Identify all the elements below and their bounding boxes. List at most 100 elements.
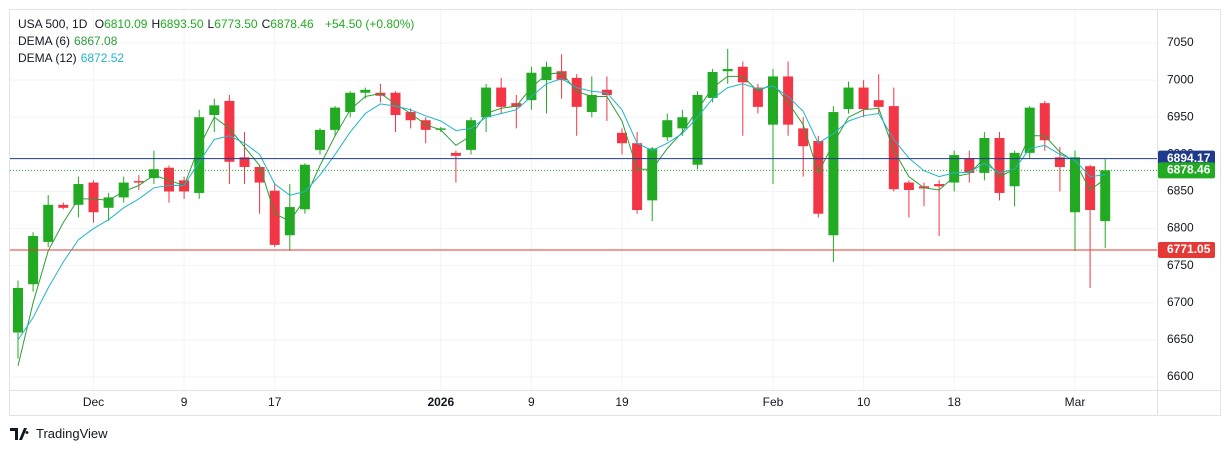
- candle-body: [315, 129, 325, 150]
- symbol: USA 500, 1D: [18, 17, 88, 31]
- candle-body: [888, 106, 899, 190]
- candle-body: [858, 87, 869, 110]
- ohlc-value: 6773.50: [214, 17, 258, 31]
- y-tick-label: 6650: [1167, 332, 1194, 346]
- candle-body: [13, 287, 23, 333]
- change: +54.50 (+0.80%): [325, 17, 415, 31]
- candle-body: [224, 100, 235, 162]
- x-tick-label: 9: [181, 395, 188, 409]
- candle-body: [254, 166, 265, 183]
- legend-row: USA 500, 1D O6810.09 H6893.50 L6773.50 C687…: [18, 16, 418, 33]
- candle-body: [1054, 157, 1065, 167]
- candle-body: [768, 76, 778, 125]
- x-tick-label: Feb: [763, 395, 784, 409]
- y-tick-label: 7000: [1167, 72, 1194, 86]
- candle-body: [1100, 170, 1111, 222]
- candle-body: [617, 132, 627, 144]
- candle-body: [239, 157, 250, 167]
- candle-body: [58, 204, 69, 208]
- y-tick-label: 6950: [1167, 109, 1194, 123]
- candle-body: [299, 164, 310, 210]
- candle-body: [375, 92, 386, 96]
- candle-body: [632, 143, 643, 211]
- candle-body: [677, 117, 688, 129]
- legend-label: DEMA (12): [18, 51, 77, 65]
- candle-body: [103, 197, 114, 208]
- candle-body: [28, 235, 39, 285]
- candle-body: [405, 112, 416, 121]
- candle-body: [496, 87, 507, 107]
- price-label: 6894.17: [1167, 151, 1211, 165]
- candle-body: [662, 120, 673, 138]
- candle-body: [133, 181, 144, 183]
- candle-body: [148, 169, 159, 179]
- x-tick-label: 9: [528, 395, 535, 409]
- price-label-bg: [1158, 162, 1215, 179]
- candle-body: [949, 155, 960, 183]
- candle-body: [556, 71, 567, 81]
- chart-frame: [9, 9, 1221, 416]
- branding: TradingView: [10, 426, 108, 441]
- ohlc-value: 6893.50: [160, 17, 204, 31]
- x-tick-label: Mar: [1065, 395, 1086, 409]
- brand-name: TradingView: [36, 426, 108, 441]
- ohlc-key: H: [151, 17, 161, 31]
- y-tick-label: 7050: [1167, 35, 1194, 49]
- candle-body: [194, 117, 205, 193]
- candle-body: [571, 77, 582, 107]
- candle-body: [722, 69, 733, 72]
- ohlc-value: 6878.46: [270, 17, 314, 31]
- candle-body: [813, 140, 824, 214]
- candle-body: [934, 184, 945, 187]
- candle-body: [435, 128, 446, 130]
- candle-body: [692, 94, 703, 165]
- grid: [10, 10, 1157, 390]
- logo: [10, 427, 29, 440]
- candle-body: [994, 138, 1005, 193]
- candle-body: [511, 103, 522, 107]
- candle-body: [707, 71, 718, 98]
- candle-body: [828, 112, 839, 236]
- candle-body: [798, 128, 809, 147]
- x-tick-label: 10: [857, 395, 871, 409]
- legend-row: DEMA (6) 6867.08: [18, 33, 418, 50]
- candle-body: [450, 152, 461, 156]
- candle-body: [1070, 157, 1080, 213]
- y-tick-label: 6750: [1167, 258, 1194, 272]
- x-tick-label: 2026: [427, 395, 454, 409]
- candle-body: [1024, 107, 1035, 153]
- ohlc-key: O: [94, 17, 105, 31]
- candle-body: [1039, 103, 1050, 141]
- ohlc-key: L: [207, 17, 215, 31]
- candle-body: [481, 87, 492, 118]
- candle-body: [873, 100, 884, 107]
- candle-body: [964, 158, 975, 173]
- candle-body: [118, 182, 129, 198]
- candle-body: [586, 94, 597, 113]
- candle-body: [647, 148, 658, 201]
- price-label: 6878.46: [1167, 163, 1211, 177]
- x-tick-label: 19: [615, 395, 629, 409]
- candle-body: [752, 87, 763, 107]
- candle-body: [209, 105, 220, 116]
- candle-body: [1085, 166, 1096, 211]
- candle-body: [330, 107, 341, 130]
- legend-value: 6867.08: [74, 34, 118, 48]
- y-tick-label: 6600: [1167, 369, 1194, 383]
- x-tick-label: 17: [268, 395, 282, 409]
- ohlc-key: C: [261, 17, 271, 31]
- y-tick-label: 6800: [1167, 221, 1194, 235]
- candle-body: [541, 66, 552, 81]
- candle-body: [526, 72, 537, 101]
- candle-body: [43, 204, 54, 242]
- ohlc-value: 6810.09: [104, 17, 148, 31]
- candle-body: [843, 87, 854, 110]
- candle-body: [345, 92, 356, 113]
- price-label: 6771.05: [1167, 242, 1211, 256]
- candle-body: [979, 138, 990, 173]
- indicator-line: [17, 72, 1106, 367]
- y-tick-label: 6850: [1167, 184, 1194, 198]
- marks: [13, 48, 1111, 367]
- candle-body: [269, 190, 280, 245]
